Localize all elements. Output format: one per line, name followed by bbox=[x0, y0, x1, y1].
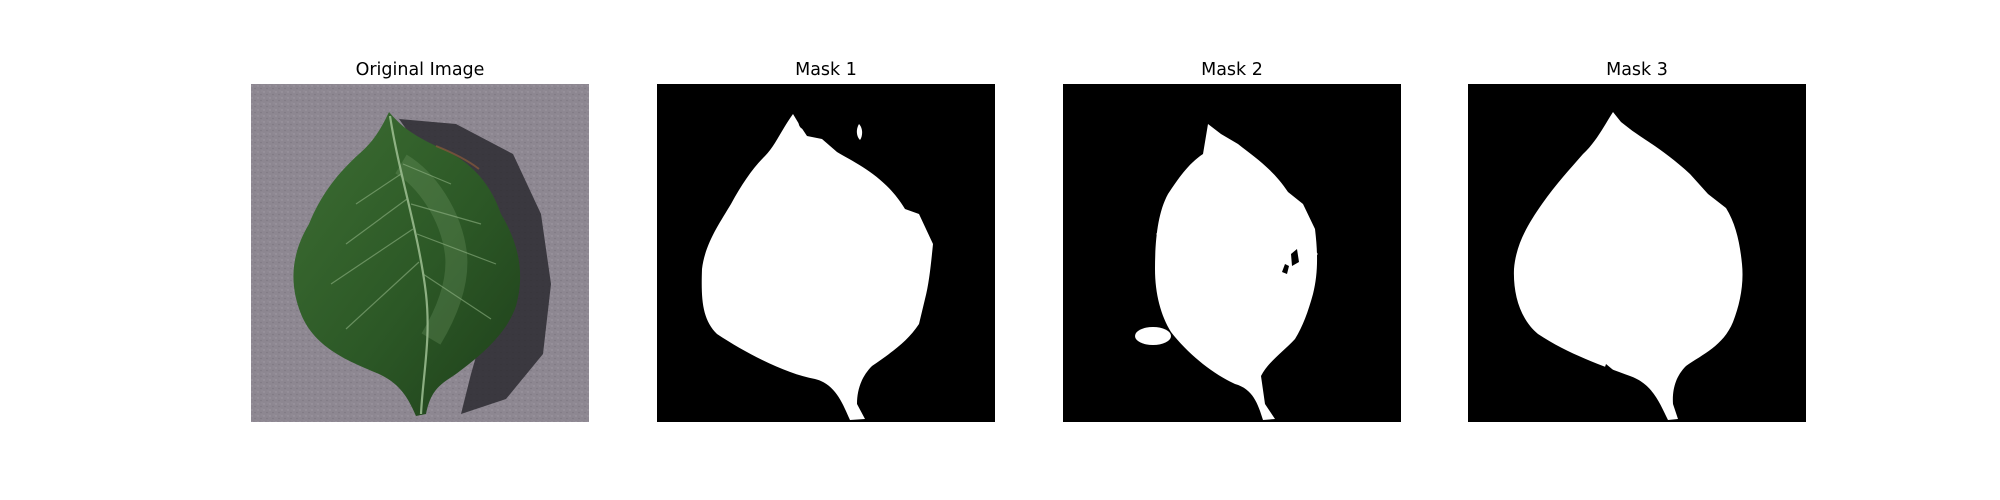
mask-3-region bbox=[1513, 112, 1743, 420]
mask-1-region bbox=[701, 114, 933, 420]
leaf-shadow bbox=[399, 119, 551, 414]
panel-title: Mask 3 bbox=[1606, 60, 1668, 80]
mask-1-panel: Mask 1 bbox=[657, 0, 995, 500]
mask-1-image bbox=[657, 84, 995, 422]
original-leaf-photo bbox=[251, 84, 589, 422]
panel-title: Mask 1 bbox=[795, 60, 857, 80]
mask-2-blob bbox=[1135, 327, 1171, 345]
mask-3-panel: Mask 3 bbox=[1468, 0, 1806, 500]
leaf bbox=[293, 112, 521, 416]
mask-2-image bbox=[1063, 84, 1401, 422]
mask-2-panel: Mask 2 bbox=[1063, 0, 1401, 500]
leaf-midrib bbox=[388, 115, 429, 415]
mask-2-region bbox=[1155, 124, 1318, 420]
panel-title: Mask 2 bbox=[1201, 60, 1263, 80]
original-image-panel: Original Image bbox=[251, 0, 589, 500]
mask-3-image bbox=[1468, 84, 1806, 422]
panel-title: Original Image bbox=[355, 60, 485, 80]
